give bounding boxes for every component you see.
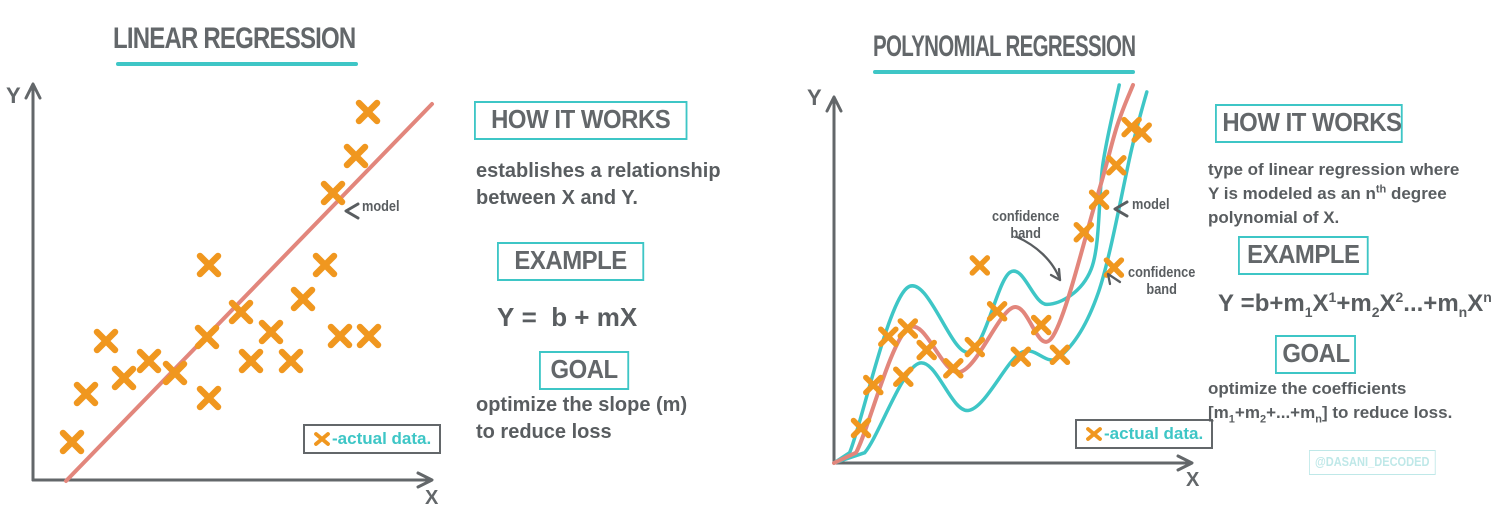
svg-text:X: X bbox=[1186, 469, 1200, 491]
svg-text:Y: Y bbox=[807, 85, 822, 110]
